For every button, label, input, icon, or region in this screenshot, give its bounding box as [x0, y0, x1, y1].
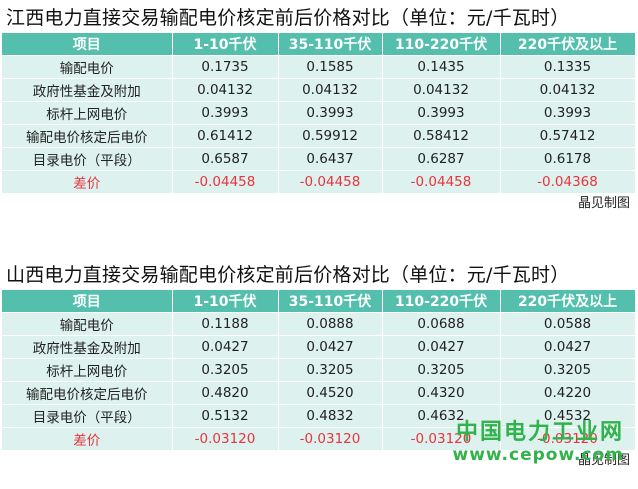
table-cell: 0.4220 [500, 381, 636, 405]
header-110-220kv: 110-220千伏 [382, 290, 501, 313]
table-cell: 0.59912 [278, 124, 383, 148]
table-cell: 0.3205 [278, 358, 383, 382]
table-cell: 0.6587 [172, 147, 279, 171]
table-row: 输配电价核定后电价 0.61412 0.59912 0.58412 0.5741… [2, 124, 636, 148]
table-cell: 0.3205 [382, 358, 501, 382]
row-label: 目录电价（平段） [2, 404, 173, 428]
table-cell: -0.04458 [382, 170, 501, 194]
table-cell: -0.04368 [500, 170, 636, 194]
table-cell: 0.1435 [382, 55, 501, 79]
table-row: 输配电价核定后电价 0.4820 0.4520 0.4320 0.4220 [2, 381, 636, 405]
table-cell: 0.1585 [278, 55, 383, 79]
table-cell: 0.6178 [500, 147, 636, 171]
row-label: 输配电价核定后电价 [2, 381, 173, 405]
table-cell: 0.0688 [382, 312, 501, 336]
table-cell: 0.0427 [172, 335, 279, 359]
table-cell: 0.3205 [500, 358, 636, 382]
table-row: 政府性基金及附加 0.0427 0.0427 0.0427 0.0427 [2, 335, 636, 359]
table-cell: 0.1735 [172, 55, 279, 79]
table-cell: 0.3993 [278, 101, 383, 125]
header-220kv-plus: 220千伏及以上 [500, 290, 636, 313]
row-label: 目录电价（平段） [2, 147, 173, 171]
header-item: 项目 [2, 290, 173, 313]
table-cell: 0.3993 [382, 101, 501, 125]
table-cell: -0.03120 [172, 427, 279, 451]
table-row-difference: 差价 -0.04458 -0.04458 -0.04458 -0.04368 [2, 170, 636, 194]
table-cell: 0.0888 [278, 312, 383, 336]
row-label: 标杆上网电价 [2, 101, 173, 125]
table-cell: 0.0427 [500, 335, 636, 359]
table-cell: 0.58412 [382, 124, 501, 148]
table-cell: 0.3205 [172, 358, 279, 382]
header-35-110kv: 35-110千伏 [278, 33, 383, 56]
table-cell: 0.4532 [500, 404, 636, 428]
row-label: 差价 [2, 170, 173, 194]
row-label: 政府性基金及附加 [2, 78, 173, 102]
source-credit: 晶见制图 [577, 453, 630, 468]
table-cell: -0.04458 [278, 170, 383, 194]
table-row: 目录电价（平段） 0.5132 0.4832 0.4632 0.4532 [2, 404, 636, 428]
table-cell: 0.6437 [278, 147, 383, 171]
table-cell: 0.4832 [278, 404, 383, 428]
row-label: 输配电价 [2, 55, 173, 79]
row-label: 输配电价核定后电价 [2, 124, 173, 148]
table-cell: 0.5132 [172, 404, 279, 428]
table-cell: 0.0588 [500, 312, 636, 336]
table-cell: 0.4520 [278, 381, 383, 405]
row-label: 政府性基金及附加 [2, 335, 173, 359]
row-label: 标杆上网电价 [2, 358, 173, 382]
table-row: 政府性基金及附加 0.04132 0.04132 0.04132 0.04132 [2, 78, 636, 102]
table-cell: -0.04458 [172, 170, 279, 194]
table-cell: 0.04132 [172, 78, 279, 102]
table-cell: 0.0427 [382, 335, 501, 359]
header-35-110kv: 35-110千伏 [278, 290, 383, 313]
table-cell: 0.61412 [172, 124, 279, 148]
jiangxi-price-table: 项目 1-10千伏 35-110千伏 110-220千伏 220千伏及以上 输配… [2, 33, 636, 194]
table-cell: 0.0427 [278, 335, 383, 359]
table-row: 标杆上网电价 0.3993 0.3993 0.3993 0.3993 [2, 101, 636, 125]
row-label: 差价 [2, 427, 173, 451]
table-row: 输配电价 0.1735 0.1585 0.1435 0.1335 [2, 55, 636, 79]
shanxi-table-block: 山西电力直接交易输配电价核定前后价格对比（单位：元/千瓦时） 项目 1-10千伏… [0, 260, 638, 471]
table-cell: -0.03120 [278, 427, 383, 451]
table-cell: 0.1188 [172, 312, 279, 336]
header-220kv-plus: 220千伏及以上 [500, 33, 636, 56]
table-row: 标杆上网电价 0.3205 0.3205 0.3205 0.3205 [2, 358, 636, 382]
row-label: 输配电价 [2, 312, 173, 336]
jiangxi-table-title: 江西电力直接交易输配电价核定前后价格对比（单位：元/千瓦时） [6, 7, 570, 29]
table-cell: 0.3993 [172, 101, 279, 125]
table-cell: -0.03120 [382, 427, 501, 451]
table-row: 输配电价 0.1188 0.0888 0.0688 0.0588 [2, 312, 636, 336]
shanxi-price-table: 项目 1-10千伏 35-110千伏 110-220千伏 220千伏及以上 输配… [2, 290, 636, 451]
table-cell: 0.57412 [500, 124, 636, 148]
table-header-row: 项目 1-10千伏 35-110千伏 110-220千伏 220千伏及以上 [2, 290, 636, 313]
shanxi-table-title: 山西电力直接交易输配电价核定前后价格对比（单位：元/千瓦时） [6, 264, 570, 286]
header-1-10kv: 1-10千伏 [172, 33, 279, 56]
table-cell: 0.04132 [500, 78, 636, 102]
header-1-10kv: 1-10千伏 [172, 290, 279, 313]
table-cell: 0.04132 [278, 78, 383, 102]
table-cell: 0.04132 [382, 78, 501, 102]
table-cell: 0.4320 [382, 381, 501, 405]
table-cell: 0.4632 [382, 404, 501, 428]
table-cell: 0.6287 [382, 147, 501, 171]
source-credit: 晶见制图 [577, 196, 630, 211]
table-row: 目录电价（平段） 0.6587 0.6437 0.6287 0.6178 [2, 147, 636, 171]
table-cell: -0.03120 [500, 427, 636, 451]
jiangxi-table-block: 江西电力直接交易输配电价核定前后价格对比（单位：元/千瓦时） 项目 1-10千伏… [0, 3, 638, 214]
table-cell: 0.3993 [500, 101, 636, 125]
header-item: 项目 [2, 33, 173, 56]
table-header-row: 项目 1-10千伏 35-110千伏 110-220千伏 220千伏及以上 [2, 33, 636, 56]
table-row-difference: 差价 -0.03120 -0.03120 -0.03120 -0.03120 [2, 427, 636, 451]
header-110-220kv: 110-220千伏 [382, 33, 501, 56]
table-cell: 0.1335 [500, 55, 636, 79]
table-cell: 0.4820 [172, 381, 279, 405]
